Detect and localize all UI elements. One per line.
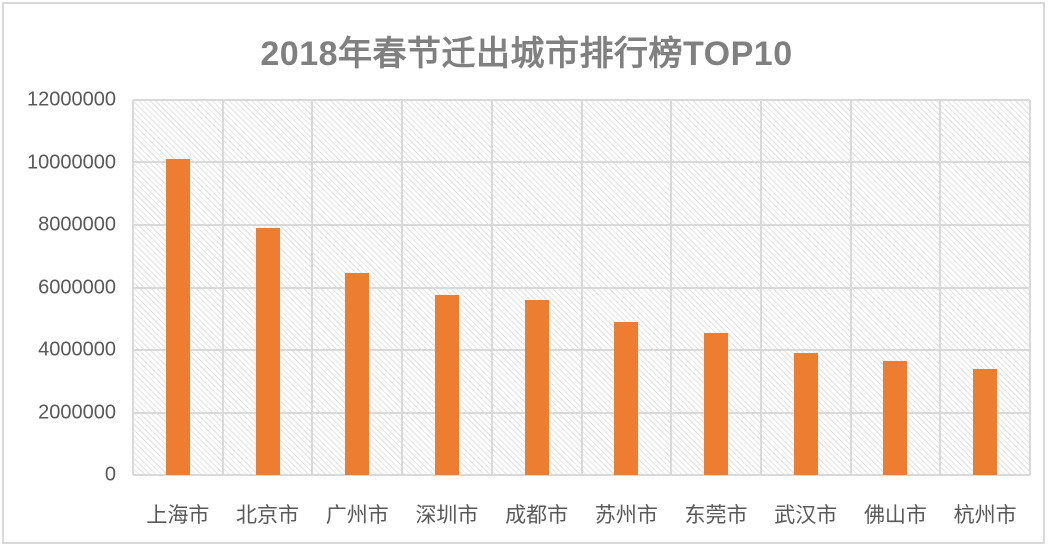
gridline-vertical [490,100,493,475]
gridline-vertical [1029,100,1031,475]
plot-area [132,99,1031,476]
gridline-vertical [939,100,942,475]
bar-8 [793,353,818,475]
x-tick-label: 广州市 [325,504,389,527]
bar-5 [524,300,549,475]
y-axis: 0 2000000 4000000 6000000 8000000 10000000 120… [0,89,116,486]
y-tick-label: 8000000 [38,213,116,236]
y-tick-label: 0 [104,463,116,486]
chart-title: 2018年春节迁出城市排行榜TOP10 [260,35,793,73]
x-tick-label: 苏州市 [594,504,658,527]
y-tick-label: 6000000 [38,276,116,298]
x-tick-label: 成都市 [505,504,569,527]
gridline-vertical [580,100,583,475]
x-tick-label: 杭州市 [953,504,1017,527]
y-tick-label: 2000000 [38,401,116,423]
bar-10 [973,368,998,475]
gridline-vertical [221,100,224,475]
bar-6 [614,321,639,475]
x-tick-label: 深圳市 [415,504,479,527]
bar-7 [704,332,729,475]
y-tick-label: 10000000 [27,151,116,173]
bar-4 [434,295,459,475]
bar-3 [345,273,370,475]
x-tick-label: 武汉市 [774,504,838,527]
x-tick-label: 佛山市 [863,504,927,527]
gridline-vertical [311,100,314,475]
y-tick-label: 12000000 [27,88,116,111]
x-axis: 上海市 北京市 广州市 深圳市 成都市 苏州市 东莞市 武汉市 佛山市 杭州市 [133,499,1030,529]
gridline-vertical [670,100,673,475]
x-tick-label: 北京市 [236,504,300,527]
y-tick-label: 4000000 [38,338,116,361]
bar-9 [883,360,908,475]
x-tick-label: 上海市 [146,504,210,527]
x-tick-label: 东莞市 [684,504,748,527]
gridline-horizontal [133,474,1030,476]
gridline-vertical [849,100,852,475]
gridline-vertical [132,100,134,475]
gridline-vertical [401,100,404,475]
bar-1 [165,159,190,475]
bar-2 [255,228,280,475]
gridline-vertical [759,100,762,475]
